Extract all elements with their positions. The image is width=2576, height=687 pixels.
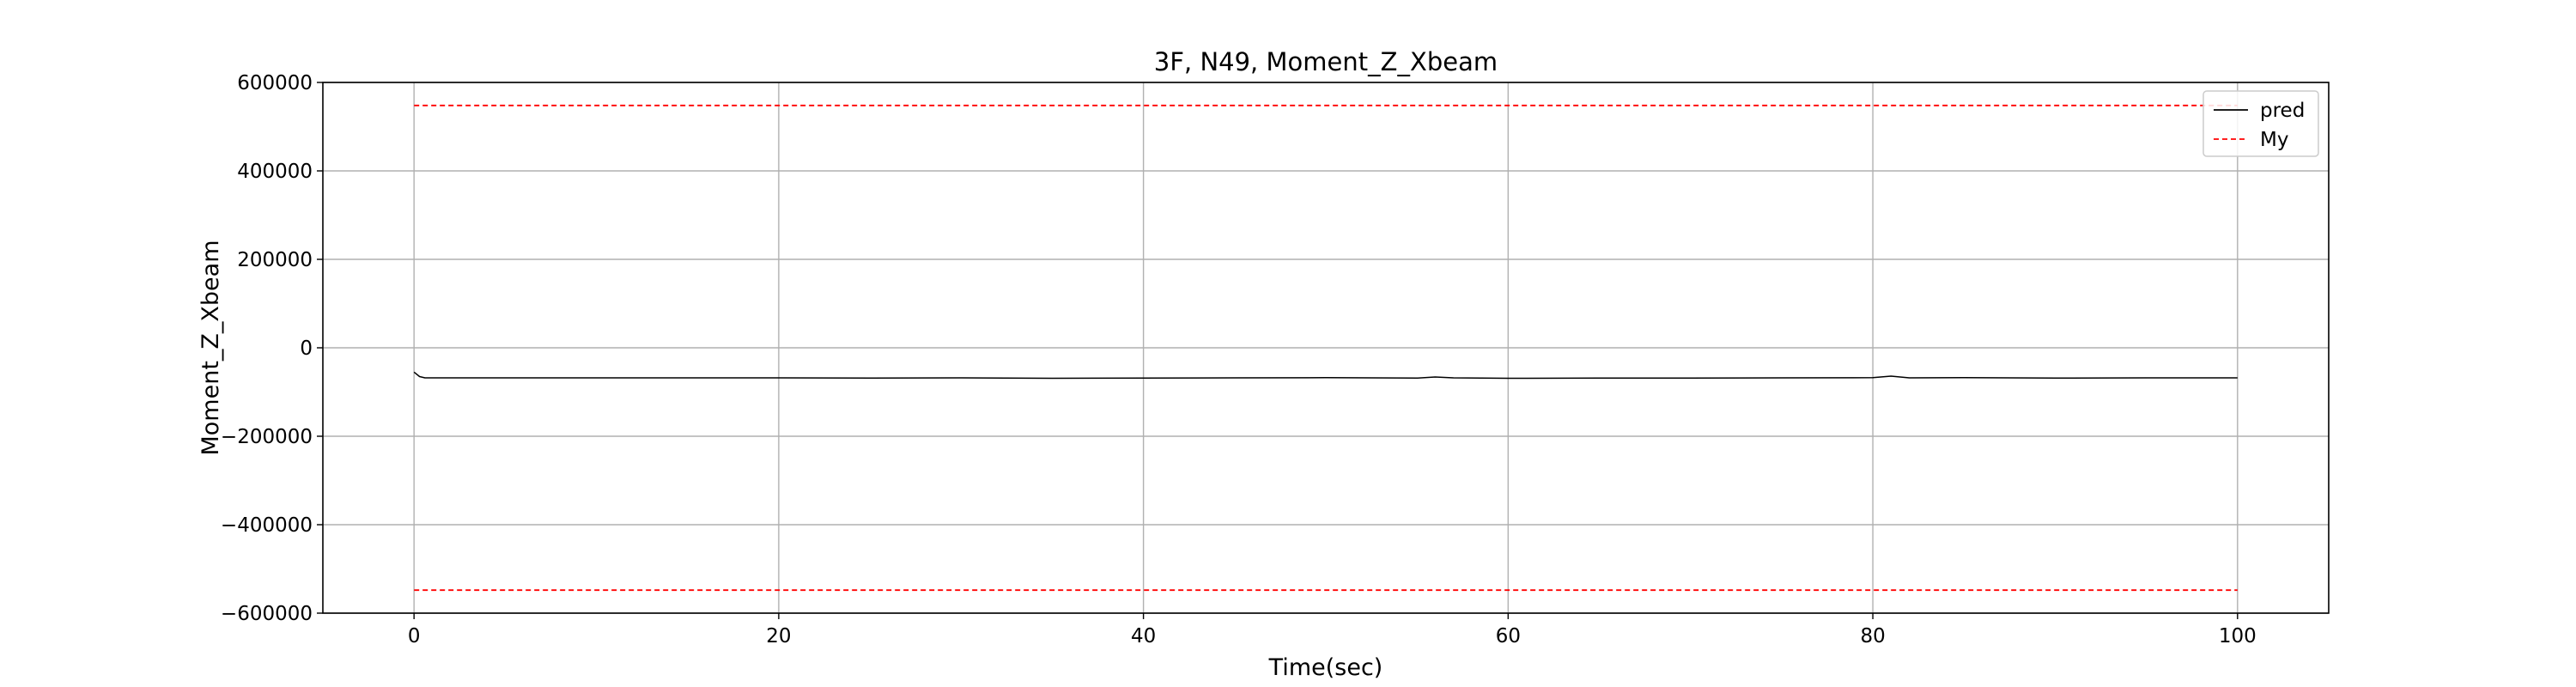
- series-line-pred: [413, 371, 2238, 380]
- x-tick-label: 80: [1860, 625, 1885, 647]
- legend-label-my: My: [2260, 129, 2288, 151]
- legend-label-pred: pred: [2260, 100, 2305, 122]
- y-tick-label: −400000: [221, 514, 313, 537]
- legend-box: [2202, 90, 2319, 157]
- chart-title: 3F, N49, Moment_Z_Xbeam: [1154, 47, 1498, 76]
- x-tick-label: 100: [2219, 625, 2257, 647]
- x-tick-label: 0: [408, 625, 421, 647]
- y-tick-label: 200000: [237, 249, 313, 271]
- x-tick-label: 60: [1496, 625, 1521, 647]
- x-tick-label: 20: [766, 625, 791, 647]
- y-tick-label: 0: [300, 337, 313, 360]
- y-tick-label: 600000: [237, 72, 313, 94]
- y-tick-label: 400000: [237, 161, 313, 183]
- series-layer: [413, 104, 2238, 592]
- legend: pred My: [2202, 90, 2319, 157]
- y-tick-label: −200000: [221, 426, 313, 448]
- ticks: 0 20 40 60 80 100 −600000 −400000 −200000 0 200000…: [221, 72, 2257, 647]
- x-axis-label: Time(sec): [1268, 654, 1383, 681]
- x-tick-label: 40: [1131, 625, 1156, 647]
- y-axis-label: Moment_Z_Xbeam: [197, 240, 224, 455]
- y-tick-label: −600000: [221, 603, 313, 625]
